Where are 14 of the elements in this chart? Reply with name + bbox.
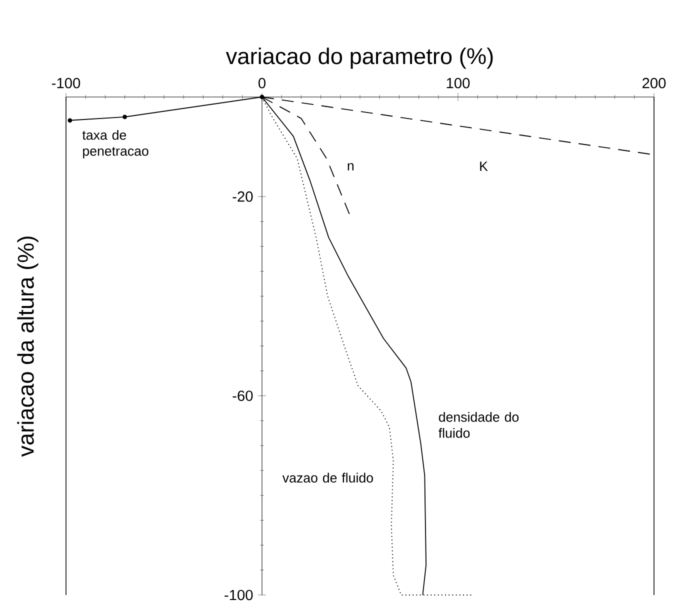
series-label: vazao de fluido xyxy=(282,472,373,483)
y-tick-label: -20 xyxy=(232,191,253,202)
y-axis-title: variacao da altura (%) xyxy=(17,236,38,457)
series-label: taxa de penetracao xyxy=(82,130,148,158)
x-tick-label: 100 xyxy=(446,78,470,88)
y-tick-label: -60 xyxy=(232,390,253,401)
text: K xyxy=(480,162,488,171)
x-tick-label: -100 xyxy=(52,78,80,88)
series-label: densidade do fluido xyxy=(438,412,519,438)
y-tick-label: -100 xyxy=(224,590,253,600)
x-tick-label: 0 xyxy=(258,78,266,88)
x-tick-label: 200 xyxy=(642,78,666,88)
series-label: n xyxy=(348,163,354,170)
x-axis-title: variacao do parametro (%) xyxy=(226,48,493,69)
